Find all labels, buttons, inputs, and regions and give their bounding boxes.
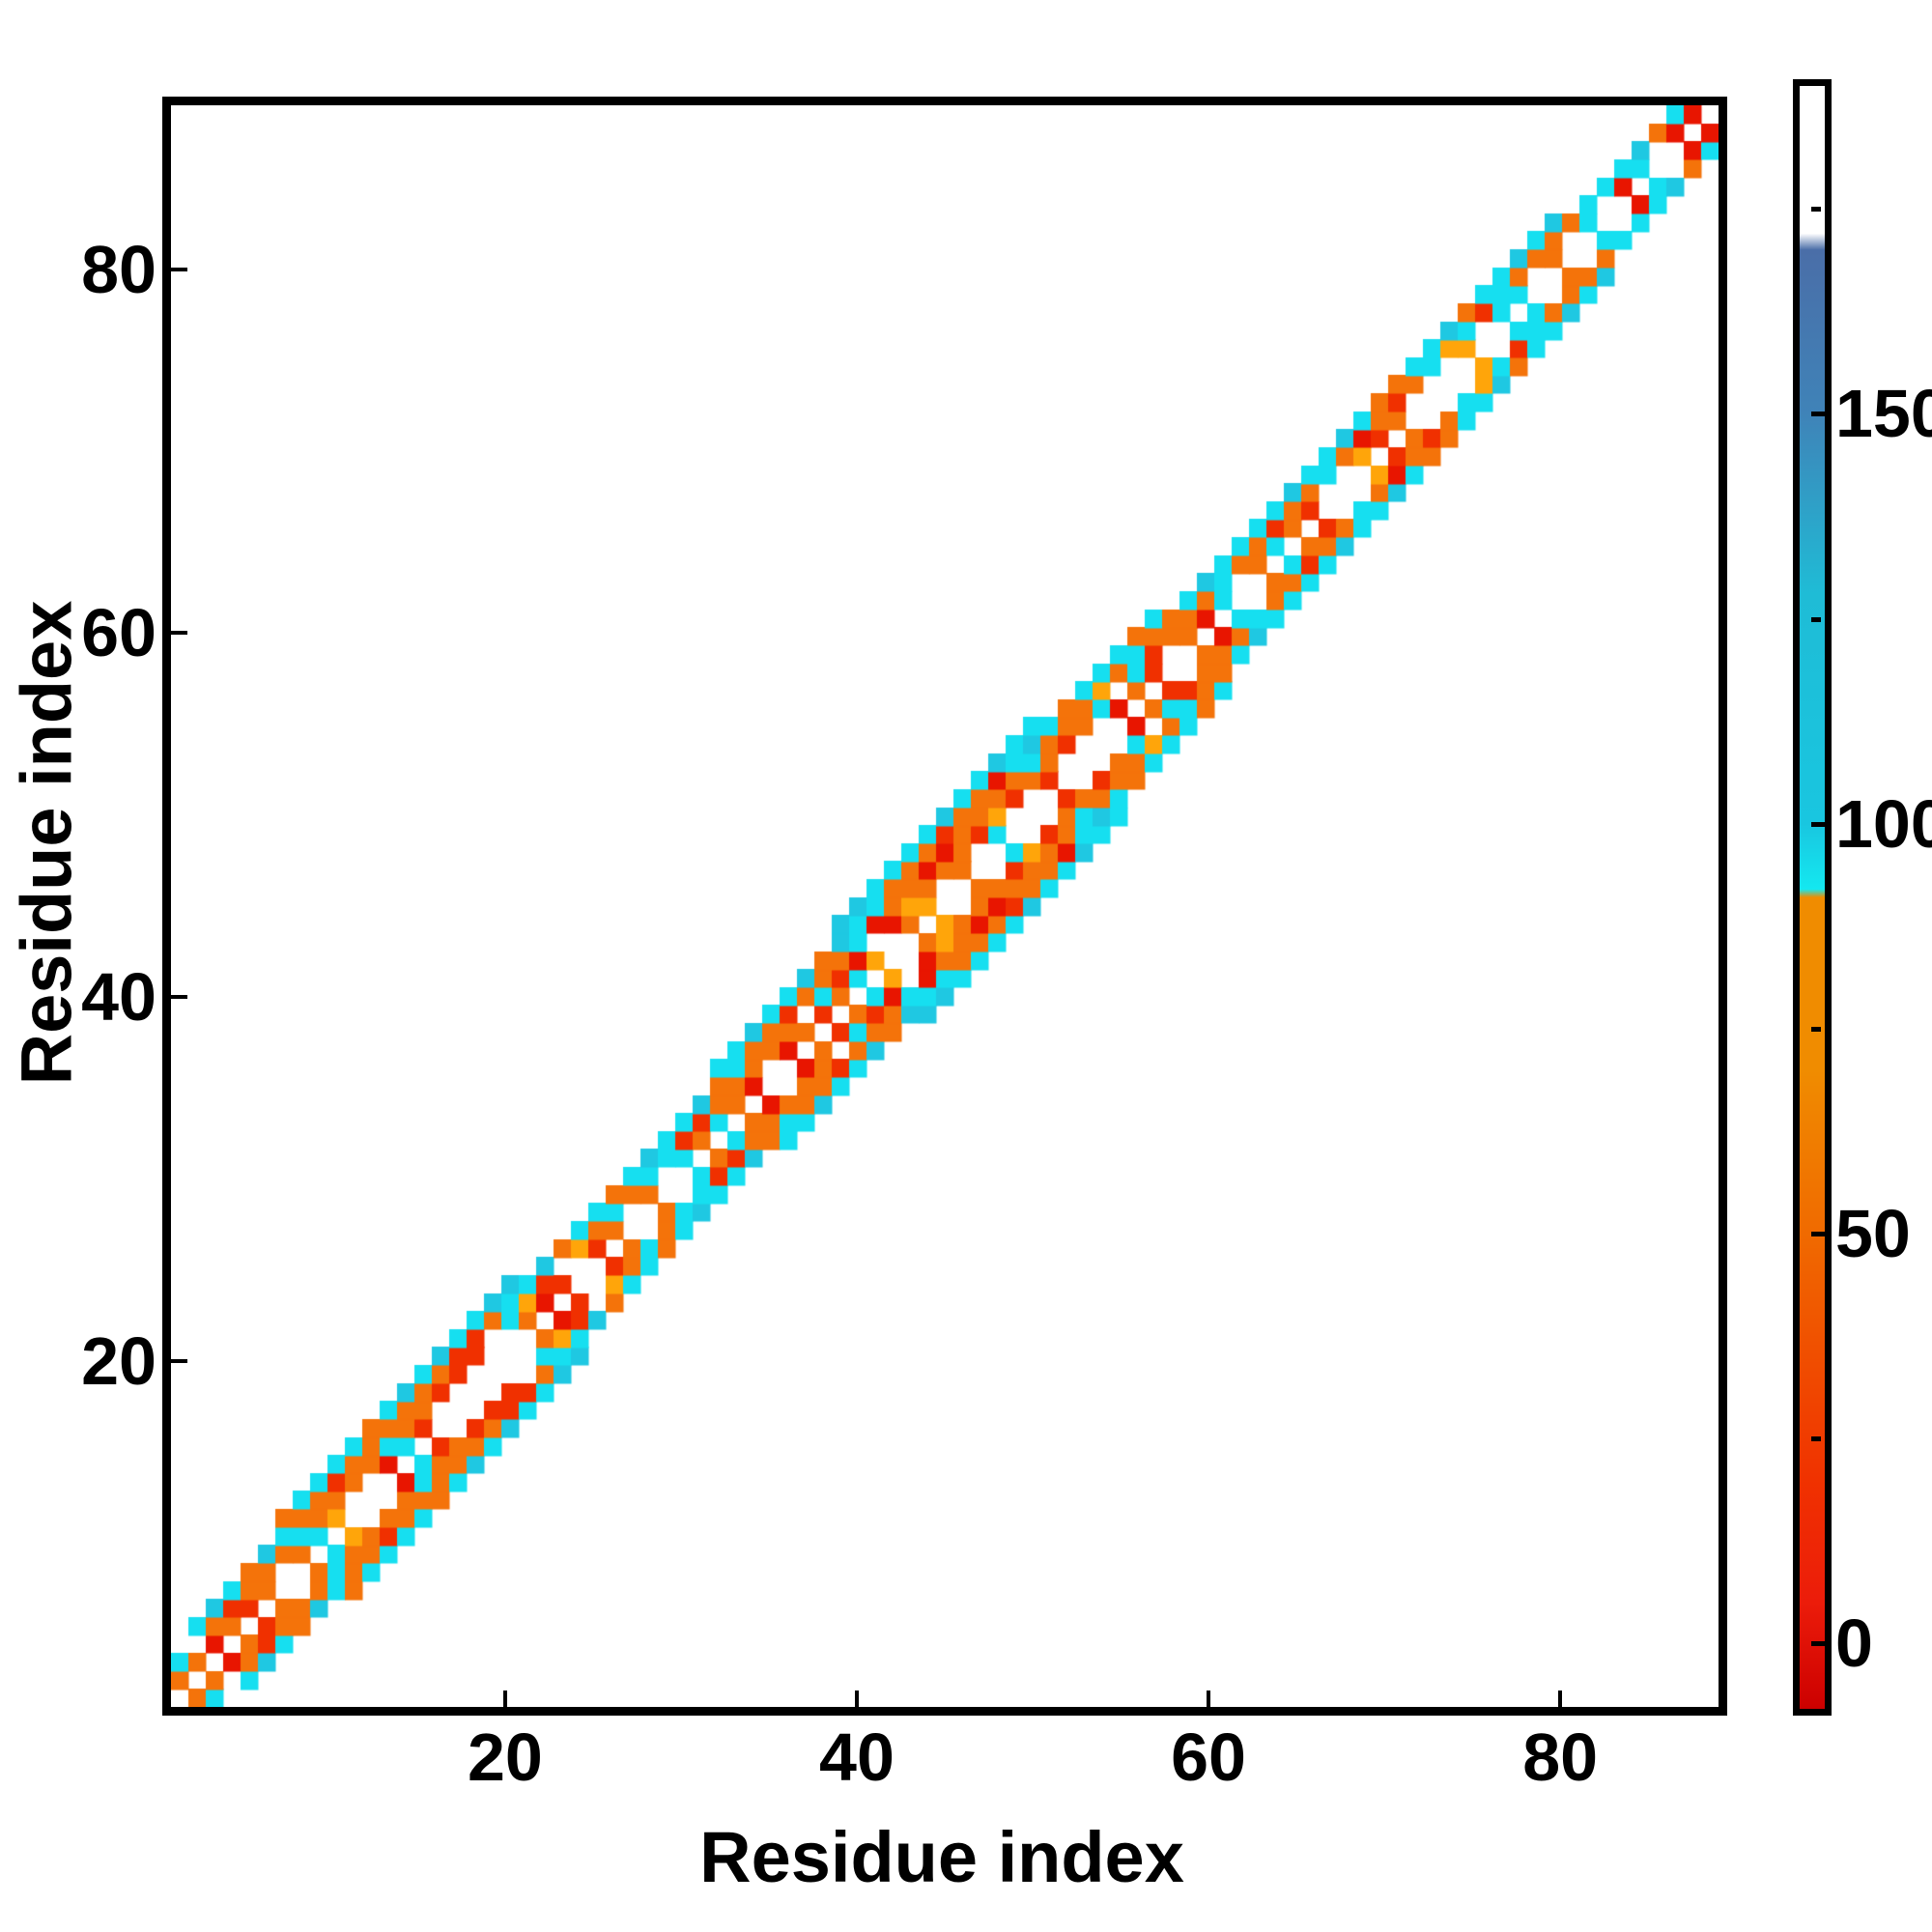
contact-map-canvas — [171, 105, 1719, 1707]
colorbar-minor-tick — [1811, 207, 1821, 213]
x-tick-label: 40 — [819, 1719, 895, 1795]
y-tick-label: 20 — [81, 1323, 156, 1400]
y-tick-label: 40 — [81, 959, 156, 1036]
colorbar-gradient — [1800, 86, 1825, 1709]
y-tick-mark — [171, 267, 187, 271]
colorbar-tick-label: 0 — [1835, 1605, 1873, 1682]
colorbar-tick-label: 150 — [1835, 376, 1932, 452]
colorbar-tick-mark — [1811, 821, 1825, 827]
x-tick-label: 60 — [1171, 1719, 1246, 1795]
colorbar-minor-tick — [1811, 1436, 1821, 1441]
y-tick-mark — [171, 631, 187, 636]
y-tick-label: 80 — [81, 231, 156, 307]
colorbar-tick-label: 100 — [1835, 785, 1932, 862]
y-axis-label-wrapper: Residue index — [6, 34, 88, 1653]
colorbar-tick-mark — [1811, 1231, 1825, 1236]
y-tick-mark — [171, 1359, 187, 1364]
y-tick-label: 60 — [81, 595, 156, 671]
x-tick-mark — [1558, 1690, 1563, 1707]
colorbar-tick-mark — [1811, 1641, 1825, 1647]
colorbar — [1793, 79, 1832, 1716]
y-axis-label: Residue index — [6, 600, 87, 1086]
x-tick-label: 80 — [1522, 1719, 1599, 1795]
heatmap-axes — [162, 97, 1727, 1716]
x-tick-mark — [502, 1690, 507, 1707]
colorbar-tick-mark — [1811, 412, 1825, 417]
x-axis-label: Residue index — [699, 1817, 1184, 1897]
colorbar-tick-label: 50 — [1835, 1195, 1911, 1271]
x-tick-mark — [1207, 1690, 1211, 1707]
colorbar-minor-tick — [1811, 616, 1821, 622]
x-tick-label: 20 — [467, 1719, 543, 1795]
y-tick-mark — [171, 995, 187, 1000]
colorbar-minor-tick — [1811, 1026, 1821, 1032]
x-tick-mark — [854, 1690, 859, 1707]
